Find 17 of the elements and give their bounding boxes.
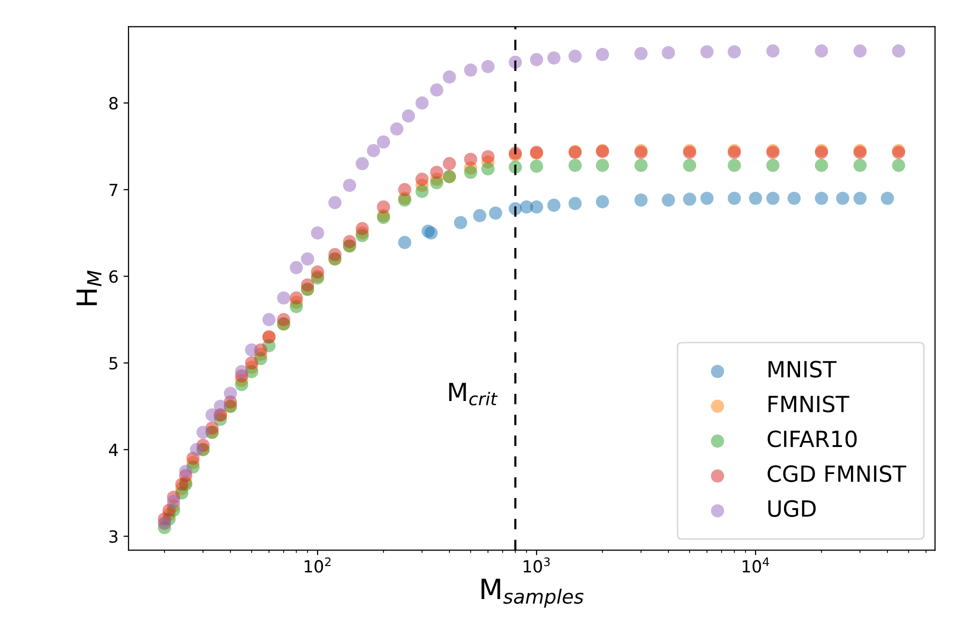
ref-line-label: M$_{crit}$ [449,382,498,406]
x-axis-title: M$_{samples}$ [482,578,584,608]
y-tick-label: 8 [109,96,118,110]
legend-label: CGD FMNIST [768,465,906,482]
y-tick-label: 5 [109,357,118,370]
y-tick-label: 6 [109,270,118,283]
x-tick-label: 10$^{2}$ [304,557,331,573]
y-tick-label: 7 [110,184,118,196]
legend-label: CIFAR10 [768,430,857,448]
y-tick-label: 3 [109,530,118,543]
x-tick-label: 10$^{4}$ [742,558,770,573]
x-tick-label: 10$^{3}$ [524,557,550,573]
legend-label: MNIST [768,360,837,378]
legend-label: UGD [768,500,816,517]
y-axis-title: H$_{M}$ [76,270,102,306]
legend-label: FMNIST [768,396,850,412]
y-tick-label: 4 [108,444,118,456]
